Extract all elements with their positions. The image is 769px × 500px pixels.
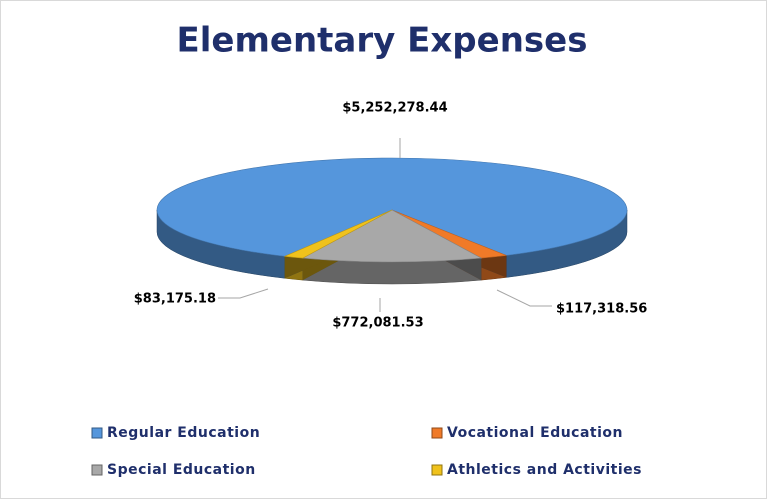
legend-marker (91, 464, 103, 476)
data-label: $5,252,278.44 (342, 101, 447, 116)
legend-marker (91, 427, 103, 439)
data-label: $772,081.53 (332, 316, 423, 331)
slice (283, 209, 393, 259)
slice (301, 209, 483, 263)
legend-label: Vocational Education (447, 425, 623, 441)
leader-lines (218, 138, 552, 312)
legend-marker (431, 464, 443, 476)
slice (156, 157, 628, 257)
legend: Regular Education Vocational Education Spe… (91, 425, 642, 478)
pie (156, 157, 628, 285)
legend-label: Athletics and Activities (447, 462, 642, 478)
legend-label: Special Education (107, 462, 256, 478)
leader-line (218, 288, 269, 299)
leader-line (496, 289, 552, 307)
legend-label: Regular Education (107, 425, 260, 441)
legend-marker (431, 427, 443, 439)
chart-title: Elementary Expenses (177, 21, 588, 61)
data-label: $117,318.56 (556, 302, 647, 317)
data-label: $83,175.18 (134, 292, 216, 307)
